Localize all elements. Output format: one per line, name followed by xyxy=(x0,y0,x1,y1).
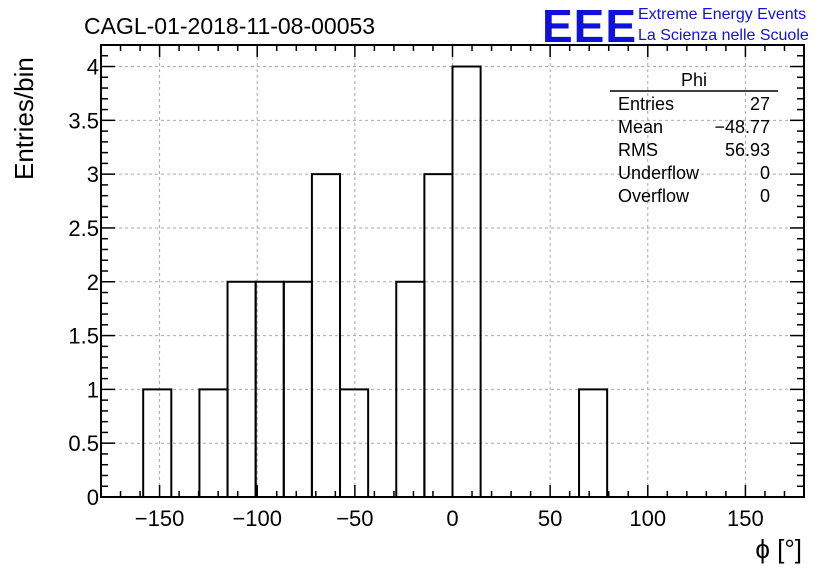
x-tick-label: 0 xyxy=(446,506,458,531)
stats-row-value: 0 xyxy=(760,186,770,206)
y-tick-label: 1.5 xyxy=(68,324,99,349)
chart-title: CAGL-01-2018-11-08-00053 xyxy=(84,13,375,39)
x-tick-label: 100 xyxy=(629,506,666,531)
stats-row-label: Mean xyxy=(618,117,663,137)
x-axis-title: ϕ [°] xyxy=(755,534,802,564)
stats-row-label: RMS xyxy=(618,140,658,160)
y-tick-label: 0 xyxy=(87,485,99,510)
y-tick-label: 3.5 xyxy=(68,108,99,133)
stats-row-value: 0 xyxy=(760,163,770,183)
y-tick-label: 0.5 xyxy=(68,431,99,456)
logo-line2: La Scienza nelle Scuole xyxy=(638,27,809,44)
y-axis-title: Entries/bin xyxy=(9,57,39,180)
y-tick-label: 4 xyxy=(87,55,99,80)
stats-row-label: Overflow xyxy=(618,186,690,206)
y-tick-label: 2 xyxy=(87,270,99,295)
y-tick-label: 2.5 xyxy=(68,216,99,241)
logo-mark: EEE xyxy=(542,0,637,52)
stats-row-value: −48.77 xyxy=(714,117,770,137)
stats-row-label: Underflow xyxy=(618,163,700,183)
histogram-bars xyxy=(142,65,609,499)
x-tick-label: −150 xyxy=(135,506,185,531)
stats-box: Phi Entries 27 Mean −48.77 RMS 56.93 Underflow… xyxy=(610,70,778,206)
stats-row-label: Entries xyxy=(618,94,674,114)
y-tick-label: 1 xyxy=(87,377,99,402)
stats-row-value: 56.93 xyxy=(725,140,770,160)
y-tick-label: 3 xyxy=(87,162,99,187)
eee-logo: EEE Extreme Energy Events La Scienza nel… xyxy=(542,0,809,52)
x-tick-label: 150 xyxy=(727,506,764,531)
logo-line1: Extreme Energy Events xyxy=(638,6,806,23)
stats-box-name: Phi xyxy=(681,70,707,90)
axes xyxy=(100,44,805,498)
x-tick-label: −50 xyxy=(336,506,373,531)
stats-row-value: 27 xyxy=(750,94,770,114)
tick-labels: −150 −100 −50 0 50 100 150 0 0.5 1 1.5 2 2.5 3 3.5 4 xyxy=(68,55,763,531)
stats-rows: Entries 27 Mean −48.77 RMS 56.93 Underflow 0 Ove… xyxy=(618,94,770,206)
x-tick-label: −100 xyxy=(232,506,282,531)
x-tick-label: 50 xyxy=(538,506,562,531)
